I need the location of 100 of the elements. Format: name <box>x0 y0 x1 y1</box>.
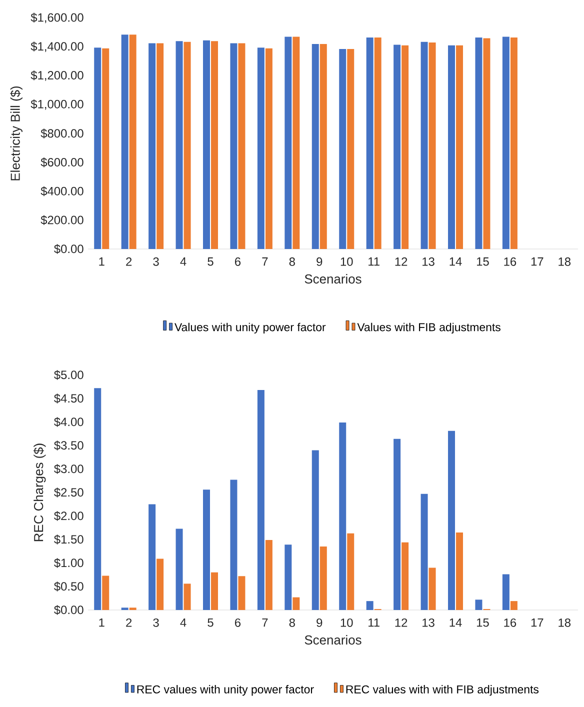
bar <box>320 546 327 610</box>
bar <box>420 42 428 249</box>
y-tick-label: $0.00 <box>54 605 84 615</box>
bar <box>284 544 292 610</box>
y-tick-label: $0.50 <box>54 582 84 592</box>
legend-label: Values with FIB adjustments <box>357 322 500 334</box>
y-tick-label: $1,600.00 <box>30 12 84 24</box>
bar <box>230 480 238 610</box>
bar <box>203 40 210 249</box>
x-tick-label: 6 <box>235 618 241 627</box>
x-tick-label: 16 <box>504 257 516 266</box>
x-tick-label: 4 <box>180 618 186 627</box>
x-tick-label: 14 <box>450 618 462 627</box>
y-tick-label: $600.00 <box>40 158 84 168</box>
x-tick-label: 11 <box>368 618 380 627</box>
x-tick-label: 15 <box>476 618 489 627</box>
bar <box>483 38 490 249</box>
x-tick-label: 2 <box>126 618 132 627</box>
bar <box>102 576 110 610</box>
bar <box>265 540 272 610</box>
bar <box>129 34 136 249</box>
x-tick-label: 2 <box>126 257 132 266</box>
legend-label: REC values with unity power factor <box>137 685 314 696</box>
bar <box>394 438 401 610</box>
bar <box>292 597 300 610</box>
y-tick-label: $1,000.00 <box>30 99 84 110</box>
x-tick-label: 7 <box>262 618 268 627</box>
y-tick-label: $3.00 <box>54 464 84 474</box>
bar <box>502 574 510 610</box>
x-tick-label: 9 <box>316 257 322 266</box>
x-tick-label: 10 <box>340 257 353 266</box>
bar <box>510 601 518 610</box>
bar <box>448 45 456 249</box>
x-tick-label: 14 <box>450 257 462 266</box>
bar <box>230 43 238 249</box>
x-tick-label: 11 <box>368 257 380 266</box>
bar <box>257 48 264 249</box>
x-tick-label: 3 <box>153 618 159 627</box>
bar <box>312 44 319 249</box>
y-tick-label: $1.00 <box>54 558 84 568</box>
bar <box>374 37 382 249</box>
y-tick-label: $400.00 <box>40 186 84 196</box>
bar <box>156 43 164 249</box>
bar <box>339 49 346 249</box>
y-tick-label: $5.00 <box>54 370 84 380</box>
bar <box>456 532 464 610</box>
bar <box>402 45 409 249</box>
x-tick-label: 1 <box>99 257 104 266</box>
x-axis-title: Scenarios <box>304 635 362 645</box>
bar <box>320 44 327 249</box>
x-tick-label: 18 <box>558 618 571 627</box>
x-tick-label: 5 <box>208 257 214 266</box>
bar <box>402 542 409 610</box>
bar <box>102 48 110 249</box>
bar <box>292 36 300 249</box>
legend-label: Values with unity power factor <box>174 322 326 334</box>
y-tick-label: $2.00 <box>54 511 84 521</box>
bar <box>428 568 436 610</box>
bar <box>366 601 374 610</box>
x-tick-label: 15 <box>476 257 489 266</box>
bar <box>238 43 246 249</box>
x-tick-label: 16 <box>504 618 516 627</box>
y-tick-label: $2.50 <box>54 488 84 498</box>
x-tick-label: 5 <box>208 618 214 627</box>
bar <box>428 42 436 249</box>
bar <box>211 572 218 610</box>
bar <box>176 41 183 249</box>
bar <box>184 42 191 249</box>
bar <box>366 37 374 249</box>
x-tick-label: 8 <box>289 257 295 266</box>
bar <box>257 390 264 610</box>
x-tick-label: 7 <box>262 257 268 266</box>
x-tick-label: 13 <box>422 618 434 627</box>
bar <box>510 37 518 249</box>
bar <box>284 36 292 249</box>
x-tick-label: 8 <box>289 618 295 627</box>
legend-label: REC values with with FIB adjustments <box>346 685 539 696</box>
y-axis-title: Electricity Bill ($) <box>10 86 22 180</box>
bar <box>148 504 156 610</box>
x-tick-label: 9 <box>316 618 322 627</box>
y-tick-label: $200.00 <box>40 215 84 225</box>
x-tick-label: 10 <box>340 618 353 627</box>
bar <box>347 533 354 610</box>
bar <box>420 494 428 610</box>
x-axis-title: Scenarios <box>304 274 362 284</box>
bar <box>203 490 210 610</box>
y-tick-label: $3.50 <box>54 440 84 450</box>
bar <box>176 528 183 610</box>
y-tick-label: $4.00 <box>54 417 84 427</box>
x-tick-label: 13 <box>422 257 434 266</box>
y-tick-label: $1,200.00 <box>30 70 84 81</box>
bar <box>456 45 464 249</box>
y-tick-label: $1.50 <box>54 534 84 544</box>
bar <box>312 450 319 610</box>
bar <box>184 584 191 610</box>
y-axis-title: REC Charges ($) <box>33 444 46 542</box>
y-tick-label: $0.00 <box>54 244 84 254</box>
bar <box>394 44 401 249</box>
bar <box>211 41 218 249</box>
bar <box>502 36 510 249</box>
